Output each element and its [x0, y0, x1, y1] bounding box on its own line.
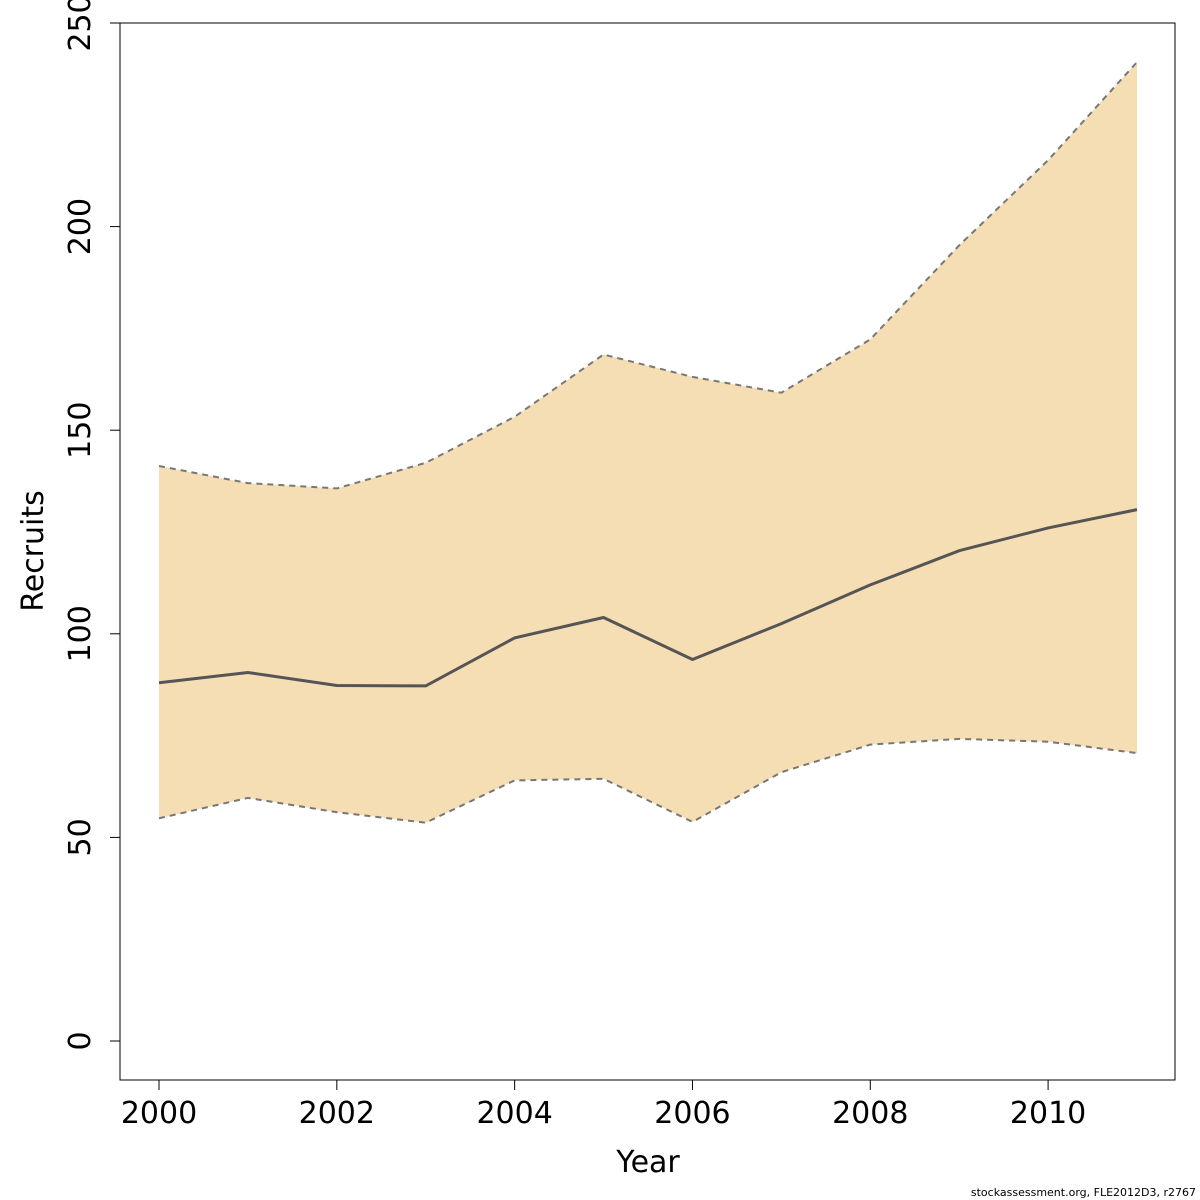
x-tick-label-2010: 2010: [1010, 1096, 1086, 1131]
y-tick-label-250: 250: [63, 0, 98, 52]
lower-bound-line: [158, 737, 1138, 824]
upper-bound-line: [158, 61, 1138, 490]
confidence-band: [159, 62, 1137, 823]
y-tick-label-100: 100: [63, 605, 98, 662]
x-axis-label: Year: [615, 1145, 680, 1180]
y-axis: 0 50 100 150 200 250: [63, 0, 121, 1051]
x-tick-label-2000: 2000: [121, 1096, 197, 1131]
source-caption: stockassessment.org, FLE2012D3, r2767: [971, 1186, 1196, 1199]
y-tick-label-50: 50: [63, 818, 98, 856]
x-tick-label-2004: 2004: [476, 1096, 552, 1131]
x-tick-label-2006: 2006: [654, 1096, 730, 1131]
y-axis-label: Recruits: [16, 490, 51, 612]
y-tick-label-200: 200: [63, 198, 98, 255]
y-tick-label-150: 150: [63, 402, 98, 459]
x-axis: 2000 2002 2004 2006 2008 2010: [121, 1079, 1086, 1131]
confidence-band-layer: [159, 62, 1137, 823]
series-line-layer: [158, 61, 1138, 824]
y-tick-label-0: 0: [63, 1031, 98, 1050]
x-tick-label-2008: 2008: [832, 1096, 908, 1131]
x-tick-label-2002: 2002: [299, 1096, 375, 1131]
estimate-line: [158, 508, 1138, 688]
